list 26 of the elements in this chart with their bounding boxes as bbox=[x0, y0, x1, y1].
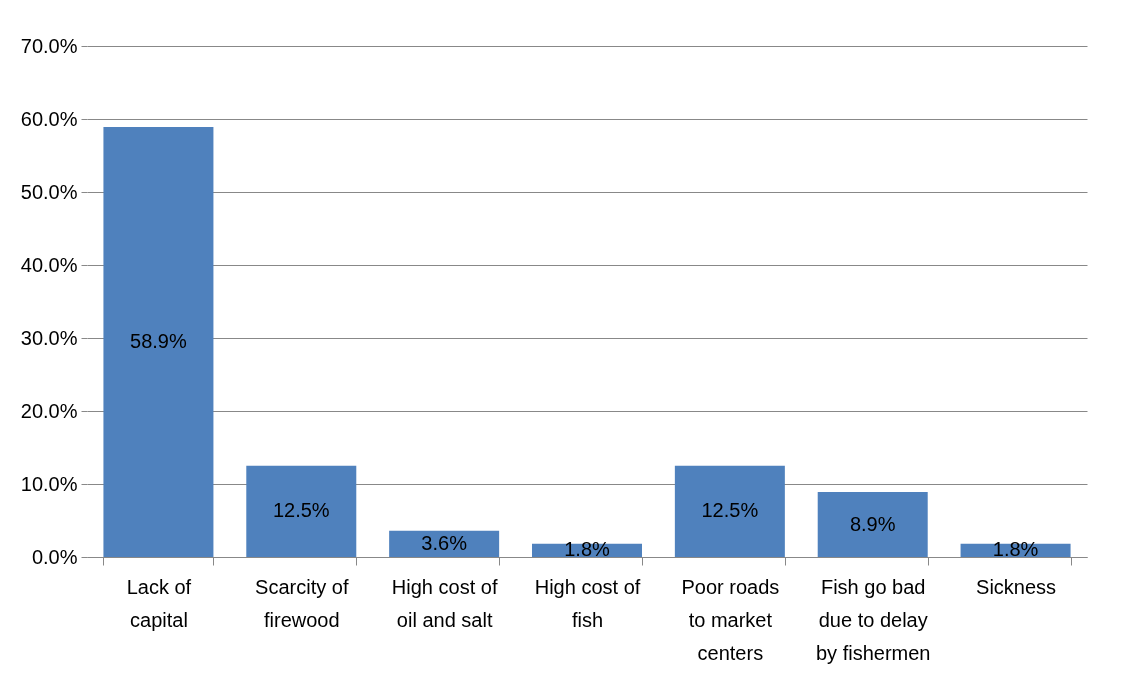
y-tick-label: 60.0% bbox=[20, 107, 78, 130]
y-tick-label: 0.0% bbox=[31, 545, 78, 568]
bar bbox=[817, 492, 928, 557]
y-tick-label: 20.0% bbox=[20, 399, 78, 422]
data-label: 8.9% bbox=[849, 512, 896, 535]
data-label: 3.6% bbox=[421, 531, 468, 554]
x-tick-label: Fish go bad due to delay by fishermen bbox=[815, 575, 931, 664]
y-tick-label: 30.0% bbox=[20, 326, 78, 349]
y-tick-label: 50.0% bbox=[20, 180, 78, 203]
data-label: 1.8% bbox=[564, 538, 611, 561]
data-label: 1.8% bbox=[992, 538, 1039, 561]
bar bbox=[246, 465, 357, 557]
x-tick-label: Poor roads to market centers bbox=[681, 575, 780, 664]
x-tick-label: Scarcity of firewood bbox=[255, 575, 349, 631]
x-tick-label: High cost of fish bbox=[534, 575, 641, 631]
data-label: 58.9% bbox=[130, 330, 187, 353]
y-tick-label: 70.0% bbox=[20, 34, 78, 57]
y-tick-label: 40.0% bbox=[20, 253, 78, 276]
bar bbox=[674, 465, 785, 557]
x-tick-label: Lack of capital bbox=[126, 575, 192, 631]
x-tick-label: Sickness bbox=[976, 575, 1057, 598]
x-tick-label: High cost of oil and salt bbox=[391, 575, 498, 631]
data-label: 12.5% bbox=[701, 499, 759, 522]
y-tick-label: 10.0% bbox=[20, 472, 78, 495]
bar bbox=[103, 127, 214, 557]
data-label: 12.5% bbox=[272, 499, 330, 522]
